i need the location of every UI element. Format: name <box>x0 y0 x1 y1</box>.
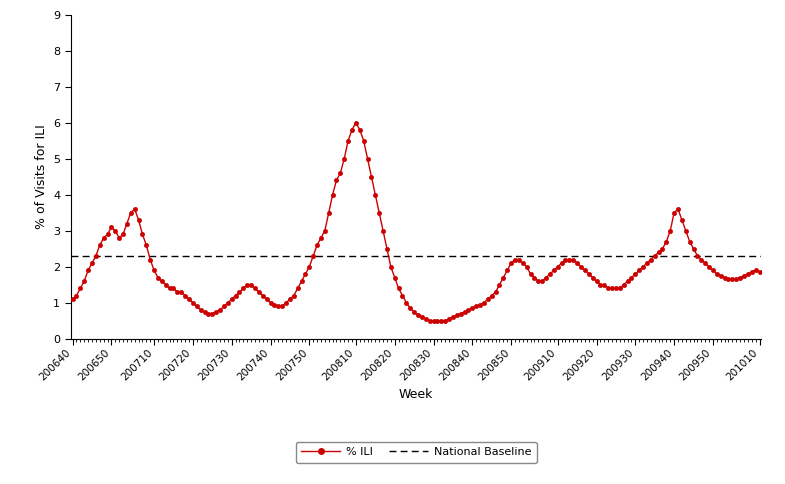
% ILI <box>181 293 190 299</box>
Legend: % ILI, National Baseline: % ILI, National Baseline <box>295 441 537 463</box>
National Baseline <box>71 253 81 259</box>
% ILI <box>425 318 434 324</box>
% ILI <box>410 309 419 315</box>
% ILI <box>351 120 360 125</box>
Y-axis label: % of Visits for ILI: % of Visits for ILI <box>35 124 48 229</box>
% ILI <box>542 274 551 280</box>
% ILI <box>755 269 765 275</box>
Line: % ILI: % ILI <box>71 121 761 323</box>
X-axis label: Week: Week <box>399 388 433 401</box>
% ILI <box>68 296 77 302</box>
% ILI <box>720 274 729 280</box>
% ILI <box>630 271 640 277</box>
National Baseline <box>68 253 77 259</box>
% ILI <box>309 253 318 259</box>
